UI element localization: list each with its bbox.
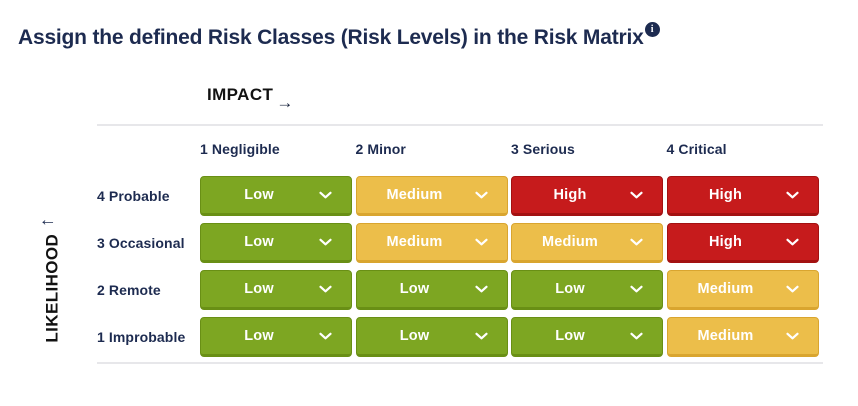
- risk-level-value: High: [708, 234, 742, 250]
- risk-level-select-r4c1[interactable]: Low: [200, 317, 352, 357]
- risk-level-value: Medium: [697, 281, 754, 297]
- right-arrow-icon: →: [276, 93, 294, 112]
- risk-level-value: Low: [399, 281, 430, 297]
- risk-level-value: Low: [399, 328, 430, 344]
- risk-level-select-r2c1[interactable]: Low: [200, 223, 352, 263]
- risk-level-value: Low: [244, 234, 274, 250]
- impact-column-header-2: 2 Minor: [355, 141, 406, 157]
- risk-level-select-r1c3[interactable]: High: [511, 176, 663, 216]
- risk-level-select-r3c3[interactable]: Low: [511, 270, 663, 310]
- risk-level-select-r2c2[interactable]: Medium: [355, 223, 508, 263]
- risk-level-select-r4c4[interactable]: Medium: [666, 317, 819, 357]
- chevron-down-icon: [785, 332, 799, 340]
- chevron-down-icon: [319, 285, 332, 293]
- chevron-down-icon: [785, 191, 799, 199]
- up-arrow-icon: ↑: [36, 217, 57, 227]
- chevron-down-icon: [474, 191, 488, 199]
- info-icon[interactable]: i: [644, 22, 660, 37]
- risk-level-value: Low: [244, 328, 274, 344]
- chevron-down-icon: [630, 285, 643, 293]
- risk-level-select-r4c2[interactable]: Low: [355, 317, 508, 357]
- chevron-down-icon: [319, 191, 332, 199]
- risk-level-value: Medium: [386, 187, 443, 203]
- chevron-down-icon: [630, 332, 643, 340]
- chevron-down-icon: [785, 238, 799, 246]
- page-title: Assign the defined Risk Classes (Risk Le…: [18, 22, 660, 50]
- page-title-text: Assign the defined Risk Classes (Risk Le…: [18, 26, 644, 49]
- likelihood-row-label-4-probable: 4 Probable: [97, 188, 170, 204]
- impact-column-header-4: 4 Critical: [666, 141, 727, 157]
- risk-level-value: Medium: [386, 234, 443, 250]
- chevron-down-icon: [474, 238, 488, 246]
- likelihood-axis-label: LIKELIHOOD ↑: [37, 217, 63, 343]
- chevron-down-icon: [474, 285, 488, 293]
- likelihood-axis-text: LIKELIHOOD: [42, 233, 61, 343]
- likelihood-row-label-1-improbable: 1 Improbable: [97, 329, 186, 345]
- bottom-divider: [97, 362, 823, 364]
- risk-level-value: Low: [244, 281, 274, 297]
- risk-level-value: High: [553, 187, 587, 203]
- chevron-down-icon: [630, 238, 643, 246]
- grid-corner-spacer: [97, 138, 197, 169]
- risk-matrix-grid: 1 Negligible 2 Minor 3 Serious 4 Critica…: [97, 138, 819, 357]
- top-divider: [97, 124, 823, 126]
- risk-level-select-r2c3[interactable]: Medium: [511, 223, 663, 263]
- chevron-down-icon: [474, 332, 488, 340]
- likelihood-row-label-2-remote: 2 Remote: [97, 282, 161, 298]
- risk-level-select-r4c3[interactable]: Low: [511, 317, 663, 357]
- risk-level-value: Low: [555, 328, 585, 344]
- risk-level-select-r1c1[interactable]: Low: [200, 176, 352, 216]
- chevron-down-icon: [319, 332, 332, 340]
- risk-level-select-r3c4[interactable]: Medium: [666, 270, 819, 310]
- impact-column-header-3: 3 Serious: [511, 141, 575, 157]
- likelihood-row-label-3-occasional: 3 Occasional: [97, 235, 185, 251]
- risk-level-select-r1c4[interactable]: High: [666, 176, 819, 216]
- chevron-down-icon: [785, 285, 799, 293]
- impact-axis-label: IMPACT →: [207, 85, 293, 112]
- risk-level-select-r3c1[interactable]: Low: [200, 270, 352, 310]
- impact-axis-text: IMPACT: [207, 85, 274, 104]
- impact-column-header-1: 1 Negligible: [200, 141, 280, 157]
- risk-level-select-r1c2[interactable]: Medium: [355, 176, 508, 216]
- risk-level-value: Low: [244, 187, 274, 203]
- risk-level-select-r2c4[interactable]: High: [666, 223, 819, 263]
- chevron-down-icon: [319, 238, 332, 246]
- risk-level-value: Medium: [542, 234, 598, 250]
- risk-level-value: Medium: [697, 328, 754, 344]
- risk-level-value: High: [708, 187, 742, 203]
- risk-level-value: Low: [555, 281, 585, 297]
- risk-level-select-r3c2[interactable]: Low: [355, 270, 508, 310]
- chevron-down-icon: [630, 191, 643, 199]
